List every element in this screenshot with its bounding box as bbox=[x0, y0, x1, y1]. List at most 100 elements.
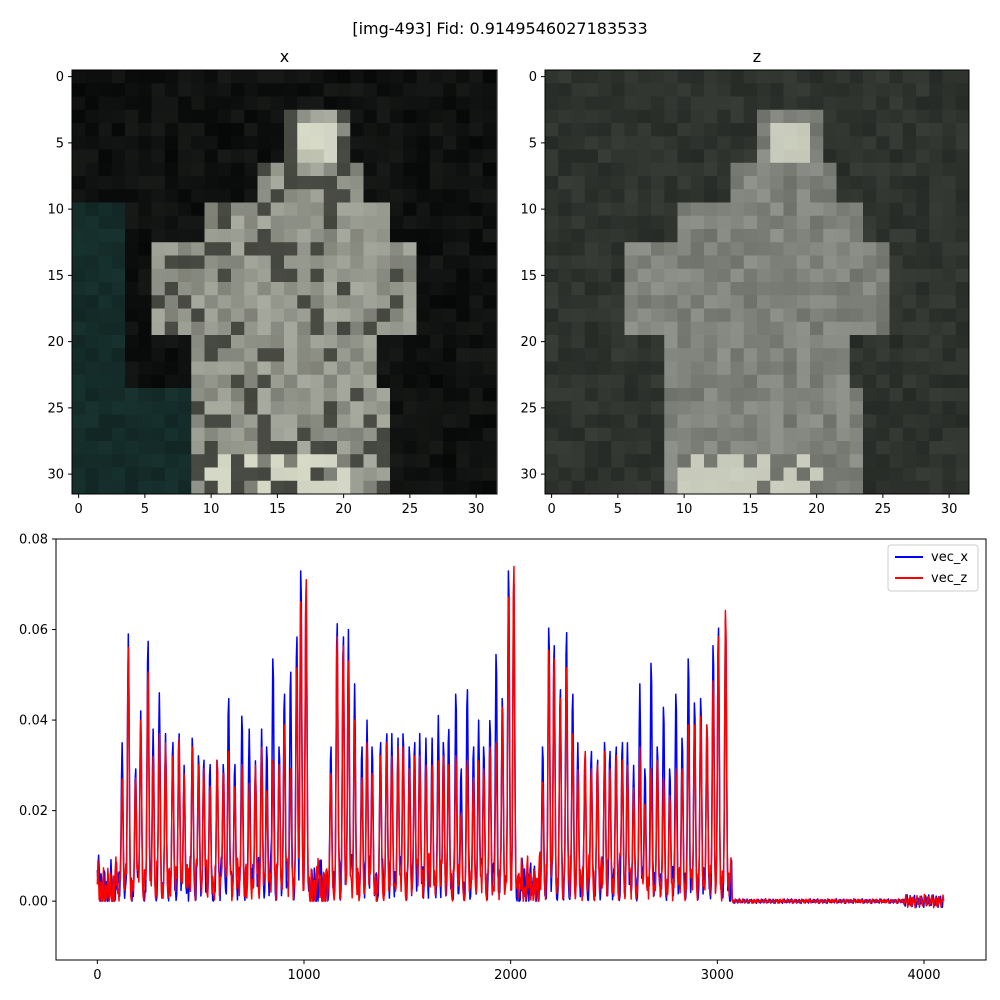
image-pixel bbox=[429, 83, 444, 97]
image-pixel bbox=[204, 162, 219, 177]
image-pixel bbox=[323, 308, 338, 323]
image-pixel bbox=[337, 374, 351, 389]
image-pixel bbox=[929, 268, 943, 283]
image-pixel bbox=[310, 268, 325, 283]
image-pixel bbox=[677, 441, 692, 455]
image-pixel bbox=[916, 454, 930, 468]
image-pixel bbox=[376, 441, 391, 455]
image-pixel bbox=[942, 321, 957, 336]
figure-suptitle: [img-493] Fid: 0.9149546027183533 bbox=[352, 19, 647, 38]
image-pixel bbox=[416, 348, 431, 362]
image-pixel bbox=[598, 361, 612, 376]
image-pixel bbox=[164, 189, 179, 203]
image-pixel bbox=[429, 268, 444, 283]
image-pixel bbox=[164, 255, 179, 270]
image-pixel bbox=[598, 388, 612, 402]
image-pixel bbox=[637, 123, 652, 137]
image-pixel bbox=[85, 467, 99, 482]
image-pixel bbox=[284, 308, 298, 323]
image-pixel bbox=[849, 255, 864, 270]
image-pixel bbox=[297, 70, 311, 84]
image-pixel bbox=[876, 282, 890, 296]
image-pixel bbox=[429, 242, 444, 256]
image-pixel bbox=[244, 361, 258, 376]
line-chart-legend: vec_x vec_z bbox=[887, 544, 979, 592]
image-pixel bbox=[297, 176, 311, 190]
image-pixel bbox=[863, 215, 877, 230]
image-pixel bbox=[611, 229, 625, 243]
image-pixel bbox=[284, 123, 298, 137]
image-pixel bbox=[783, 454, 798, 468]
image-pixel bbox=[902, 229, 917, 243]
image-pixel bbox=[796, 70, 811, 84]
image-pixel bbox=[310, 480, 325, 495]
image-pixel bbox=[770, 454, 784, 468]
image-pixel bbox=[257, 162, 272, 177]
image-pixel bbox=[363, 229, 378, 243]
image-pixel bbox=[863, 242, 877, 256]
image-pixel bbox=[443, 467, 457, 482]
image-pixel bbox=[482, 321, 497, 336]
image-pixel bbox=[337, 123, 351, 137]
image-pixel bbox=[717, 229, 731, 243]
image-pixel bbox=[429, 295, 444, 309]
image-pixel bbox=[270, 189, 285, 203]
image-pixel bbox=[231, 401, 245, 415]
image-pixel bbox=[297, 162, 311, 177]
image-pixel bbox=[823, 282, 837, 296]
image-pixel bbox=[929, 255, 943, 270]
image-pixel bbox=[743, 467, 758, 482]
image-pixel bbox=[337, 83, 351, 97]
image-pixel bbox=[677, 335, 692, 349]
image-pixel bbox=[297, 282, 311, 296]
image-pixel bbox=[690, 215, 705, 230]
image-pixel bbox=[204, 176, 219, 190]
image-pixel bbox=[611, 202, 625, 217]
image-pixel bbox=[743, 348, 758, 362]
image-pixel bbox=[810, 70, 824, 84]
image-pixel bbox=[257, 388, 272, 402]
image-pixel bbox=[98, 242, 113, 256]
image-pixel bbox=[231, 308, 245, 323]
image-pixel bbox=[929, 96, 943, 111]
image-pixel bbox=[111, 176, 126, 190]
image-pixel bbox=[191, 70, 205, 84]
image-pixel bbox=[390, 96, 404, 111]
image-pixel bbox=[598, 96, 612, 111]
image-pixel bbox=[677, 83, 692, 97]
image-pixel bbox=[571, 215, 586, 230]
image-pixel bbox=[85, 308, 99, 323]
image-pixel bbox=[416, 136, 431, 150]
image-pixel bbox=[111, 136, 126, 150]
image-pixel bbox=[376, 149, 391, 164]
image-pixel bbox=[178, 374, 192, 389]
image-pixel bbox=[876, 202, 890, 217]
image-pixel bbox=[677, 123, 692, 137]
image-pixel bbox=[651, 229, 665, 243]
image-pixel bbox=[823, 83, 837, 97]
image-pixel bbox=[125, 467, 139, 482]
image-pixel bbox=[443, 308, 457, 323]
image-pixel bbox=[164, 480, 179, 495]
image-pixel bbox=[942, 454, 957, 468]
image-pixel bbox=[757, 189, 771, 203]
image-pixel bbox=[558, 149, 572, 164]
image-pixel bbox=[244, 189, 258, 203]
image-pixel bbox=[810, 454, 824, 468]
image-pixel bbox=[783, 401, 798, 415]
image-pixel bbox=[390, 149, 404, 164]
image-pixel bbox=[624, 96, 639, 111]
image-pixel bbox=[717, 282, 731, 296]
image-pixel bbox=[217, 388, 232, 402]
image-pixel bbox=[270, 295, 285, 309]
image-pixel bbox=[863, 388, 877, 402]
image-pixel bbox=[783, 255, 798, 270]
image-pixel bbox=[456, 109, 470, 124]
image-pixel bbox=[637, 96, 652, 111]
image-pixel bbox=[796, 441, 811, 455]
image-pixel bbox=[217, 242, 232, 256]
image-pixel bbox=[125, 348, 139, 362]
image-pixel bbox=[545, 83, 559, 97]
image-pixel bbox=[942, 96, 957, 111]
image-pixel bbox=[810, 401, 824, 415]
